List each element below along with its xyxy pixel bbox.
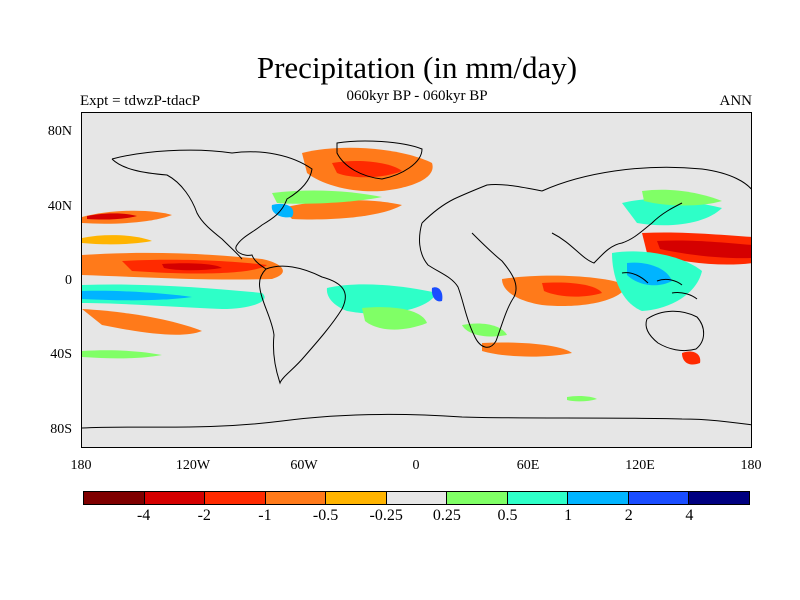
patch-north-atlantic-core: [332, 160, 402, 178]
patch-southern-atlantic-green: [567, 395, 597, 402]
plot-subtitle: 060kyr BP - 060kyr BP: [346, 88, 488, 104]
lat-label-80n: 80N: [47, 124, 72, 139]
colorbar-tick-label: -4: [136, 507, 151, 524]
lon-label-60w: 60W: [290, 458, 318, 473]
anomaly-patches: [82, 147, 751, 402]
patch-east-asia-cyan: [622, 199, 722, 226]
lon-label-120e: 120E: [625, 458, 655, 473]
patch-west-pacific-core: [657, 240, 751, 259]
colorbar-tick-label: 2: [624, 507, 633, 524]
colorbar-segment: [447, 492, 508, 504]
colorbar-tick-label: -1: [258, 507, 272, 524]
season-label: ANN: [719, 93, 753, 109]
colorbar-segment: [568, 492, 629, 504]
colorbar-segment: [265, 492, 327, 504]
colorbar-segment: [326, 492, 387, 504]
lon-label-0: 0: [412, 458, 420, 473]
patch-east-asia-green: [642, 189, 722, 206]
colorbar-segment: [386, 492, 448, 504]
lon-label-180e: 180: [740, 458, 762, 473]
patch-pacific-south-blue: [82, 290, 192, 301]
colorbar-tick-label: -2: [197, 507, 211, 524]
lon-label-180w: 180: [70, 458, 92, 473]
colorbar-tick-label: -0.5: [312, 507, 339, 524]
patch-atlantic-30n: [282, 200, 402, 220]
patch-sw-atlantic-cyan: [326, 284, 437, 314]
patch-central-atlantic-blue: [431, 287, 443, 302]
coastlines: [82, 140, 751, 429]
patch-atlantic-green: [272, 190, 382, 204]
colorbar-segment: [144, 492, 206, 504]
colorbar-segment: [205, 492, 266, 504]
patch-spcz-orange: [82, 309, 202, 335]
patch-pacific-20n: [82, 235, 152, 245]
colorbar-tick-label: 4: [685, 507, 694, 524]
patch-southern-ocean-green: [82, 350, 162, 359]
colorbar-tick-label: -0.25: [369, 507, 403, 524]
lat-label-0: 0: [65, 273, 72, 288]
patch-caribbean-blue: [271, 203, 294, 218]
lat-label-40n: 40N: [47, 199, 72, 214]
colorbar-tick-label: 0.5: [497, 507, 518, 524]
colorbar-tick-label: 1: [564, 507, 573, 524]
plot-title: Precipitation (in mm/day): [256, 50, 578, 85]
colorbar-segment: [689, 492, 750, 504]
lat-label-80s: 80S: [50, 422, 72, 437]
colorbar-segment: [628, 492, 690, 504]
experiment-label: Expt = tdwzP-tdacP: [80, 93, 201, 109]
lon-label-120w: 120W: [175, 458, 211, 473]
colorbar-segment: [84, 492, 145, 504]
patch-indian-ocean-core: [542, 282, 602, 297]
patch-pacific-itcz-red: [162, 263, 222, 271]
map-panel: [81, 112, 752, 448]
colorbar: [83, 491, 750, 505]
lon-label-60e: 60E: [516, 458, 540, 473]
colorbar-tick-label: 0.25: [432, 507, 461, 524]
patch-australia-east: [682, 351, 701, 365]
patch-north-pacific-red: [87, 213, 137, 220]
patch-south-indian: [482, 342, 572, 357]
lat-label-40s: 40S: [50, 347, 72, 362]
patch-south-atlantic-green: [362, 307, 427, 330]
precipitation-map: [82, 140, 751, 429]
colorbar-segment: [507, 492, 569, 504]
